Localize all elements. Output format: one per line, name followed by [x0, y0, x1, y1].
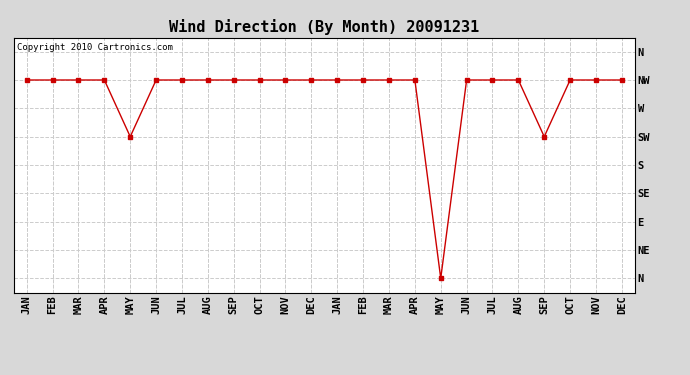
Title: Wind Direction (By Month) 20091231: Wind Direction (By Month) 20091231 — [169, 19, 480, 35]
Text: Copyright 2010 Cartronics.com: Copyright 2010 Cartronics.com — [17, 43, 172, 52]
